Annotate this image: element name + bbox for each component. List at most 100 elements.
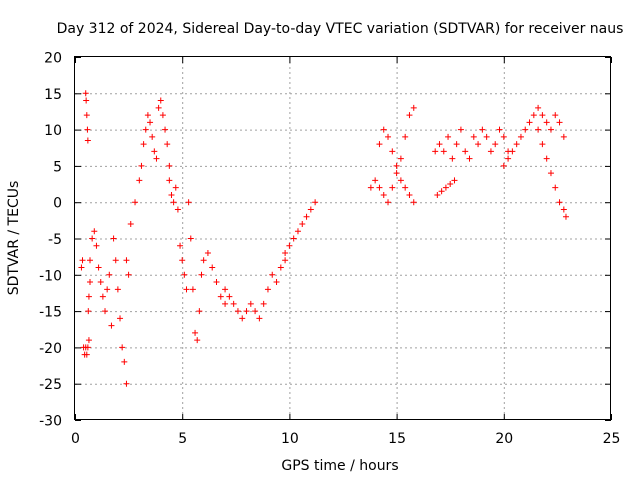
data-point [440,148,447,155]
data-point [432,148,439,155]
data-point [252,308,259,315]
data-point [112,257,119,264]
data-point [442,184,449,191]
data-point [273,279,280,286]
data-point [457,126,464,133]
data-point [147,119,154,126]
data-point [123,380,130,387]
data-point [168,191,175,198]
data-point [451,177,458,184]
y-tick-label: -5 [48,232,62,248]
data-point [282,250,289,257]
data-point [483,133,490,140]
y-tick-label: -10 [39,268,62,284]
data-point [449,155,456,162]
data-point [174,206,181,213]
data-point [127,220,134,227]
data-point [185,199,192,206]
series-arc-1 [78,257,92,358]
data-point [393,170,400,177]
data-point [82,90,89,97]
data-point [121,358,128,365]
data-point [177,242,184,249]
data-point [247,300,254,307]
data-point [84,126,91,133]
series-arc-5 [123,97,173,264]
data-point [543,119,550,126]
data-point [230,300,237,307]
data-point [462,148,469,155]
y-tick-label: -20 [39,341,62,357]
data-point [526,119,533,126]
data-point [556,119,563,126]
data-point [438,188,445,195]
data-point [562,213,569,220]
data-point [256,315,263,322]
data-point [552,184,559,191]
data-point [239,315,246,322]
series-arc-4 [110,235,132,387]
data-point [108,322,115,329]
data-point [159,112,166,119]
data-point [397,155,404,162]
series-arc-7 [185,199,229,344]
data-point [286,242,293,249]
x-tick-label: 5 [178,431,187,447]
chart-title: Day 312 of 2024, Sidereal Day-to-day VTE… [57,21,624,37]
y-axis-label: SDTVAR / TECUs [6,181,22,296]
data-point [466,155,473,162]
data-point [222,300,229,307]
data-point [496,126,503,133]
data-point [166,162,173,169]
data-point [149,133,156,140]
data-point [84,137,91,144]
data-point [85,308,92,315]
series-arc-3 [87,228,115,329]
series-arc-12 [434,177,458,198]
data-point [530,112,537,119]
data-point [89,235,96,242]
data-point [312,199,319,206]
series-arc-14 [500,104,567,169]
data-point [110,235,117,242]
data-point [79,257,86,264]
data-point [282,257,289,264]
data-point [509,148,516,155]
data-point [535,104,542,111]
data-point [453,141,460,148]
data-point [397,177,404,184]
data-point [87,279,94,286]
series-arc-11 [376,126,417,206]
data-point [389,148,396,155]
series-arc-8 [222,257,289,322]
grid [75,57,611,420]
data-point [179,257,186,264]
data-point [380,126,387,133]
data-point [140,141,147,148]
data-point [556,199,563,206]
data-point [290,235,297,242]
data-point [187,235,194,242]
data-point [106,271,113,278]
data-point [539,112,546,119]
data-point [85,293,92,300]
data-point [372,177,379,184]
x-tick-label: 20 [495,431,513,447]
x-tick-labels: 0 5 10 15 20 25 [71,431,620,447]
data-point [144,112,151,119]
series-arc-15 [535,126,569,220]
data-point [192,329,199,336]
y-tick-label: 20 [44,51,62,67]
data-point [123,257,130,264]
data-point [487,148,494,155]
y-tick-label: 5 [53,159,62,175]
data-point [539,141,546,148]
data-point [402,133,409,140]
x-tick-label: 25 [603,431,621,447]
data-point [151,148,158,155]
data-point [170,199,177,206]
data-point [226,293,233,300]
x-tick-label: 15 [388,431,406,447]
x-tick-label: 0 [71,431,80,447]
data-point [389,184,396,191]
